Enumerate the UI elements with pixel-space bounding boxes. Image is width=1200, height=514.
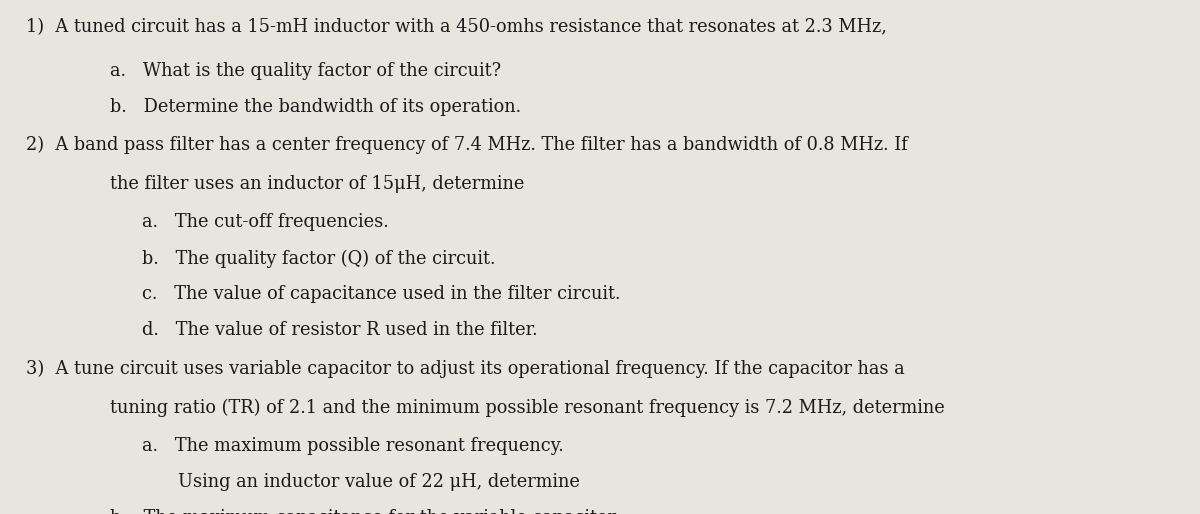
Text: Using an inductor value of 22 μH, determine: Using an inductor value of 22 μH, determ… — [178, 473, 580, 491]
Text: b.   The maximum capacitance for the variable capacitor.: b. The maximum capacitance for the varia… — [110, 509, 620, 514]
Text: 2)  A band pass filter has a center frequency of 7.4 MHz. The filter has a bandw: 2) A band pass filter has a center frequ… — [26, 136, 908, 155]
Text: d.   The value of resistor R used in the filter.: d. The value of resistor R used in the f… — [142, 321, 538, 339]
Text: tuning ratio (TR) of 2.1 and the minimum possible resonant frequency is 7.2 MHz,: tuning ratio (TR) of 2.1 and the minimum… — [110, 398, 946, 417]
Text: a.   What is the quality factor of the circuit?: a. What is the quality factor of the cir… — [110, 62, 502, 80]
Text: b.   The quality factor (Q) of the circuit.: b. The quality factor (Q) of the circuit… — [142, 249, 496, 268]
Text: the filter uses an inductor of 15μH, determine: the filter uses an inductor of 15μH, det… — [110, 175, 524, 193]
Text: c.   The value of capacitance used in the filter circuit.: c. The value of capacitance used in the … — [142, 285, 620, 303]
Text: 3)  A tune circuit uses variable capacitor to adjust its operational frequency. : 3) A tune circuit uses variable capacito… — [26, 360, 905, 378]
Text: 1)  A tuned circuit has a 15-mH inductor with a 450-omhs resistance that resonat: 1) A tuned circuit has a 15-mH inductor … — [26, 18, 887, 36]
Text: a.   The maximum possible resonant frequency.: a. The maximum possible resonant frequen… — [142, 437, 563, 455]
Text: a.   The cut-off frequencies.: a. The cut-off frequencies. — [142, 213, 389, 231]
Text: b.   Determine the bandwidth of its operation.: b. Determine the bandwidth of its operat… — [110, 98, 522, 116]
